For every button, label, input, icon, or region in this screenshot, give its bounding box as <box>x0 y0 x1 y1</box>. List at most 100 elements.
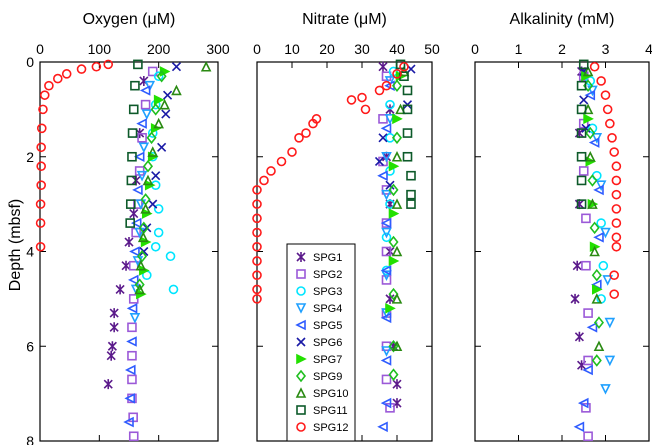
point-spg2 <box>583 355 593 366</box>
point-spg5 <box>123 416 134 428</box>
point-spg5 <box>380 123 392 134</box>
x-tick-label: 4 <box>645 41 652 57</box>
legend-marker-spg6 <box>296 337 306 347</box>
point-spg6 <box>579 95 589 105</box>
point-spg12 <box>252 227 262 238</box>
point-spg7 <box>388 255 400 267</box>
y-tick-label: 8 <box>26 433 34 445</box>
point-spg5 <box>380 312 392 324</box>
legend-label-spg4: SPG4 <box>313 303 342 315</box>
point-spg2 <box>140 99 151 110</box>
legend-label-spg2: SPG2 <box>313 269 342 281</box>
point-spg6 <box>142 223 152 233</box>
point-spg12 <box>609 289 620 299</box>
legend-label-spg1: SPG1 <box>313 252 342 264</box>
point-spg5 <box>136 118 147 129</box>
point-spg6 <box>171 62 182 72</box>
point-spg5 <box>124 364 136 376</box>
point-spg2 <box>147 66 158 77</box>
point-spg2 <box>381 246 392 257</box>
point-spg7 <box>153 94 165 106</box>
point-spg11 <box>576 151 587 162</box>
point-spg2 <box>137 133 147 143</box>
point-spg5 <box>380 355 392 366</box>
point-spg6 <box>139 246 149 257</box>
point-spg12 <box>252 256 262 266</box>
point-spg5 <box>380 397 392 409</box>
legend-label-spg5: SPG5 <box>313 320 342 332</box>
point-spg9 <box>585 126 596 140</box>
point-spg9 <box>391 131 403 145</box>
point-spg10 <box>140 203 151 214</box>
x-tick-label: 40 <box>389 41 405 57</box>
legend-marker-spg11 <box>296 405 306 415</box>
point-spg10 <box>391 198 403 209</box>
point-spg12 <box>252 284 262 295</box>
point-spg1 <box>106 350 116 361</box>
point-spg12 <box>252 241 262 252</box>
point-spg11 <box>125 199 136 209</box>
point-spg10 <box>589 245 600 257</box>
legend-marker-spg4 <box>295 303 307 314</box>
point-spg6 <box>385 180 395 190</box>
point-spg11 <box>128 104 139 115</box>
point-spg5 <box>584 89 596 101</box>
point-spg11 <box>576 80 587 91</box>
x-tick-label: 0 <box>471 41 479 57</box>
point-spg5 <box>380 217 392 229</box>
point-spg1 <box>124 237 134 248</box>
point-spg12 <box>609 270 620 280</box>
point-spg12 <box>252 270 262 280</box>
x-tick-label: 1 <box>515 41 523 57</box>
point-spg4 <box>381 227 392 239</box>
legend-marker-spg10 <box>295 387 307 398</box>
point-spg12 <box>589 61 600 72</box>
legend-marker-spg2 <box>296 269 306 279</box>
point-spg12 <box>36 123 47 134</box>
point-spg3 <box>168 284 179 295</box>
point-spg11 <box>130 80 140 91</box>
legend-marker-spg3 <box>296 286 306 296</box>
point-spg3 <box>598 260 609 271</box>
point-spg12 <box>287 147 297 157</box>
point-spg9 <box>388 287 399 301</box>
legend-label-spg9: SPG9 <box>313 371 342 383</box>
point-spg1 <box>378 61 388 72</box>
point-spg11 <box>402 104 413 115</box>
point-spg11 <box>406 170 416 181</box>
point-spg4 <box>381 270 392 281</box>
point-spg6 <box>374 156 385 167</box>
point-spg2 <box>127 350 137 361</box>
point-spg2 <box>581 403 591 413</box>
point-spg5 <box>588 137 600 148</box>
point-spg5 <box>133 151 145 163</box>
point-spg12 <box>602 104 613 115</box>
x-tick-label: 0 <box>36 41 44 57</box>
point-spg9 <box>146 131 157 145</box>
point-spg12 <box>374 85 385 96</box>
legend-label-spg7: SPG7 <box>313 354 342 366</box>
point-spg2 <box>381 374 392 385</box>
point-spg9 <box>589 221 600 235</box>
point-spg4 <box>136 170 148 182</box>
point-spg2 <box>583 308 593 318</box>
point-spg4 <box>144 80 156 92</box>
point-spg5 <box>126 336 137 347</box>
x-tick-label: 200 <box>147 41 171 57</box>
legend-label-spg10: SPG10 <box>313 388 348 400</box>
point-spg1 <box>109 322 119 333</box>
point-spg3 <box>596 218 606 228</box>
point-spg9 <box>591 268 602 282</box>
point-spg3 <box>587 123 598 134</box>
point-spg5 <box>593 184 604 196</box>
point-spg2 <box>128 431 139 442</box>
point-spg11 <box>578 59 589 70</box>
point-spg12 <box>36 161 46 172</box>
point-spg12 <box>605 118 615 129</box>
point-spg3 <box>153 227 164 238</box>
point-spg12 <box>381 80 392 91</box>
y-tick-label: 0 <box>26 54 34 70</box>
point-spg5 <box>129 246 140 257</box>
point-spg12 <box>360 104 371 115</box>
x-tick-label: 20 <box>319 41 335 57</box>
